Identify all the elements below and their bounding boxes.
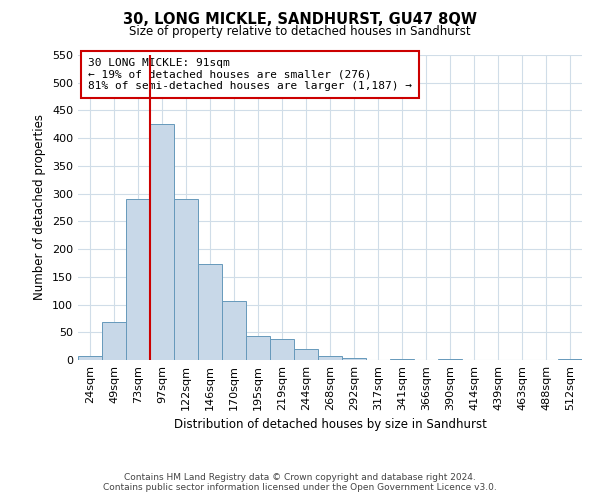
Bar [318, 356, 342, 360]
Bar [270, 339, 294, 360]
Bar [294, 349, 318, 360]
Bar [78, 356, 102, 360]
Text: Contains HM Land Registry data © Crown copyright and database right 2024.
Contai: Contains HM Land Registry data © Crown c… [103, 473, 497, 492]
Bar [150, 124, 174, 360]
Bar [102, 322, 126, 360]
Text: 30 LONG MICKLE: 91sqm
← 19% of detached houses are smaller (276)
81% of semi-det: 30 LONG MICKLE: 91sqm ← 19% of detached … [88, 58, 412, 91]
Bar [174, 198, 198, 360]
Bar [126, 198, 150, 360]
Text: Size of property relative to detached houses in Sandhurst: Size of property relative to detached ho… [129, 25, 471, 38]
Bar [342, 358, 366, 360]
Bar [222, 301, 246, 360]
Text: 30, LONG MICKLE, SANDHURST, GU47 8QW: 30, LONG MICKLE, SANDHURST, GU47 8QW [123, 12, 477, 28]
Bar [558, 359, 582, 360]
X-axis label: Distribution of detached houses by size in Sandhurst: Distribution of detached houses by size … [173, 418, 487, 432]
Bar [198, 264, 222, 360]
Bar [246, 336, 270, 360]
Y-axis label: Number of detached properties: Number of detached properties [34, 114, 46, 300]
